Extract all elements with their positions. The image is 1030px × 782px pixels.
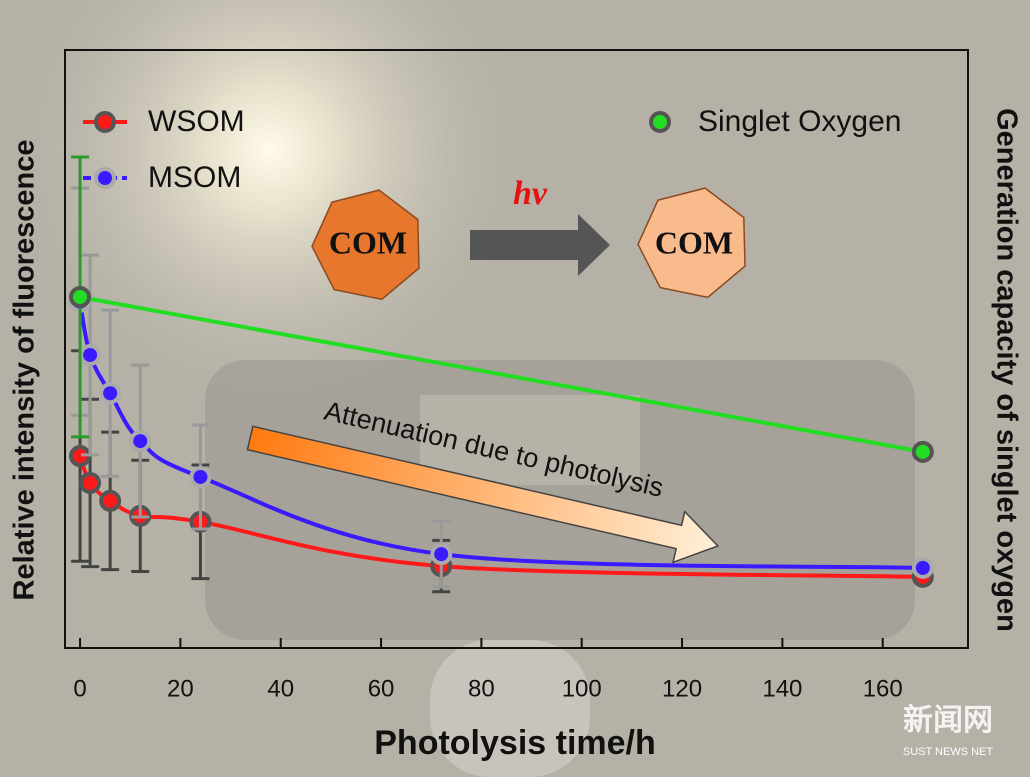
x-tick-label: 140 xyxy=(762,675,802,702)
hv-label: hv xyxy=(513,175,548,212)
attenuation-shape xyxy=(246,425,720,564)
marker xyxy=(69,285,92,308)
marker xyxy=(430,543,453,566)
marker xyxy=(79,343,102,366)
com-label: COM xyxy=(655,224,733,260)
y-axis-title: Relative intensity of fluorescence xyxy=(9,140,41,601)
x-tick-label: 120 xyxy=(662,675,702,702)
legend-marker xyxy=(94,111,116,133)
x-tick-label: 160 xyxy=(863,675,903,702)
watermark-sub: SUST NEWS NET xyxy=(903,746,994,758)
x-tick-label: 80 xyxy=(468,675,495,702)
legend-label: MSOM xyxy=(148,161,241,194)
x-tick-label: 40 xyxy=(267,675,294,702)
marker xyxy=(129,430,152,453)
marker xyxy=(99,489,122,512)
marker xyxy=(911,556,934,579)
com-shape xyxy=(311,189,420,301)
marker xyxy=(189,465,212,488)
plot-frame xyxy=(64,49,969,649)
x-tick-label: 100 xyxy=(562,675,602,702)
legend-marker xyxy=(649,111,671,133)
series-line xyxy=(79,295,924,454)
x-tick-label: 60 xyxy=(368,675,395,702)
com-label: COM xyxy=(329,224,407,260)
marker xyxy=(911,440,934,463)
x-tick-label: 0 xyxy=(73,675,86,702)
legend-label: Singlet Oxygen xyxy=(698,105,901,138)
x-axis-title: Photolysis time/h xyxy=(374,724,656,762)
reaction-arrow xyxy=(470,214,610,276)
marker xyxy=(99,382,122,405)
legend-label: WSOM xyxy=(148,105,245,138)
y2-axis-title: Generation capacity of singlet oxygen xyxy=(990,108,1022,632)
legend-marker xyxy=(94,167,116,189)
watermark: 新闻网 xyxy=(903,704,993,737)
x-tick-label: 20 xyxy=(167,675,194,702)
marker xyxy=(79,471,102,494)
com-shape xyxy=(637,187,746,299)
